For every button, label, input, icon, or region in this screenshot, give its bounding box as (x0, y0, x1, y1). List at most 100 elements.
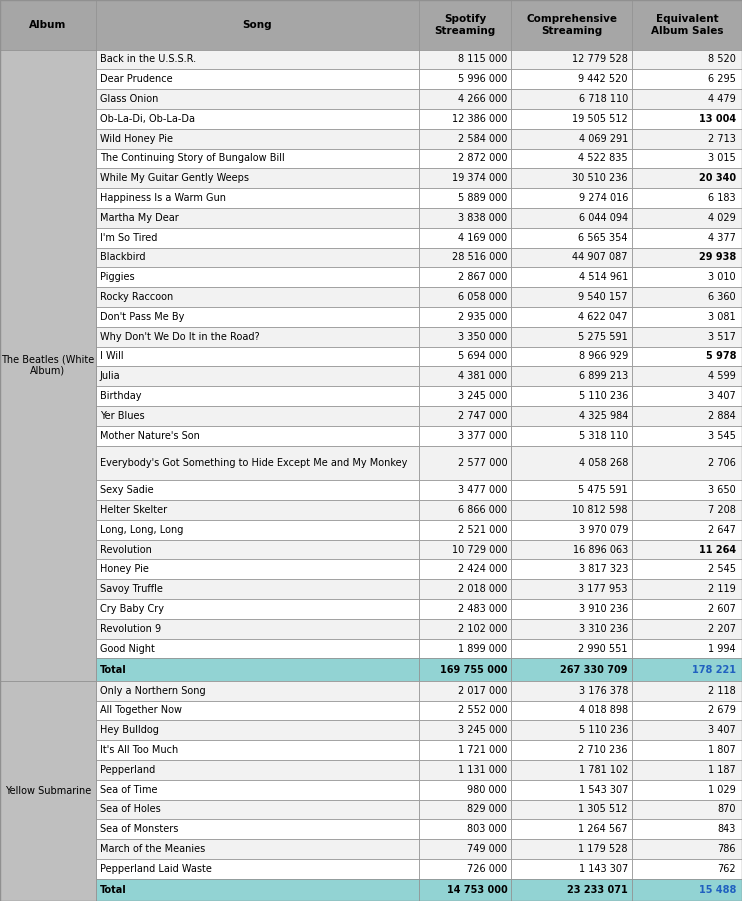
Text: Ob-La-Di, Ob-La-Da: Ob-La-Di, Ob-La-Da (99, 114, 194, 123)
Bar (419, 307, 511, 327)
Bar (96, 480, 419, 500)
Bar (632, 208, 742, 228)
Bar (96, 109, 419, 129)
Text: Don't Pass Me By: Don't Pass Me By (99, 312, 184, 322)
Bar (96, 248, 419, 268)
Text: 3 245 000: 3 245 000 (458, 725, 508, 735)
Text: 3 838 000: 3 838 000 (458, 213, 508, 223)
Text: 28 516 000: 28 516 000 (452, 252, 508, 262)
Text: 3 010: 3 010 (709, 272, 736, 282)
Text: Rocky Raccoon: Rocky Raccoon (99, 292, 173, 302)
Bar (632, 287, 742, 307)
Text: 3 407: 3 407 (709, 725, 736, 735)
Bar (419, 387, 511, 406)
Text: 2 018 000: 2 018 000 (458, 584, 508, 594)
Text: 12 386 000: 12 386 000 (452, 114, 508, 123)
Text: 5 110 236: 5 110 236 (579, 391, 628, 401)
Text: 2 647: 2 647 (708, 524, 736, 534)
Bar (511, 228, 632, 248)
Text: Wild Honey Pie: Wild Honey Pie (99, 133, 173, 143)
Bar (632, 560, 742, 579)
Text: 2 867 000: 2 867 000 (458, 272, 508, 282)
Bar (419, 268, 511, 287)
Text: 6 866 000: 6 866 000 (458, 505, 508, 514)
Bar (511, 639, 632, 659)
Text: Happiness Is a Warm Gun: Happiness Is a Warm Gun (99, 193, 226, 203)
Bar (419, 168, 511, 188)
Bar (511, 480, 632, 500)
Text: 10 812 598: 10 812 598 (572, 505, 628, 514)
Bar (632, 426, 742, 446)
Bar (96, 129, 419, 149)
Text: Sexy Sadie: Sexy Sadie (99, 485, 154, 496)
Bar (0, 149, 96, 168)
Bar (511, 540, 632, 560)
Text: 4 069 291: 4 069 291 (579, 133, 628, 143)
Bar (632, 700, 742, 720)
Text: 1 721 000: 1 721 000 (458, 745, 508, 755)
Text: 3 407: 3 407 (709, 391, 736, 401)
Text: 2 884: 2 884 (709, 411, 736, 421)
Bar (0, 839, 96, 859)
Bar (419, 69, 511, 89)
Text: Martha My Dear: Martha My Dear (99, 213, 179, 223)
Text: The Beatles (White
Album): The Beatles (White Album) (1, 354, 94, 376)
Bar (96, 446, 419, 480)
Bar (511, 129, 632, 149)
Bar (511, 406, 632, 426)
Bar (0, 680, 96, 700)
Text: 267 330 709: 267 330 709 (560, 665, 628, 675)
Text: 9 442 520: 9 442 520 (579, 74, 628, 84)
Text: 2 552 000: 2 552 000 (458, 705, 508, 715)
Bar (96, 520, 419, 540)
Bar (632, 69, 742, 89)
Text: 13 004: 13 004 (699, 114, 736, 123)
Text: 786: 786 (718, 844, 736, 854)
Text: 2 017 000: 2 017 000 (458, 686, 508, 696)
Bar (511, 760, 632, 779)
Text: Cry Baby Cry: Cry Baby Cry (99, 604, 164, 614)
Text: Equivalent
Album Sales: Equivalent Album Sales (651, 14, 723, 35)
Bar (511, 327, 632, 347)
Text: 4 018 898: 4 018 898 (579, 705, 628, 715)
Text: Album: Album (29, 20, 67, 30)
Bar (511, 599, 632, 619)
Text: Blackbird: Blackbird (99, 252, 145, 262)
Text: 7 208: 7 208 (708, 505, 736, 514)
Text: I Will: I Will (99, 351, 123, 361)
Text: Birthday: Birthday (99, 391, 141, 401)
Text: 5 318 110: 5 318 110 (579, 431, 628, 441)
Bar (0, 859, 96, 878)
Bar (632, 619, 742, 639)
Text: March of the Meanies: March of the Meanies (99, 844, 205, 854)
Bar (96, 760, 419, 779)
Text: Long, Long, Long: Long, Long, Long (99, 524, 183, 534)
Bar (96, 579, 419, 599)
Bar (419, 540, 511, 560)
Bar (96, 406, 419, 426)
Bar (0, 760, 96, 779)
Bar (419, 859, 511, 878)
Bar (96, 307, 419, 327)
Bar (419, 500, 511, 520)
Text: 3 517: 3 517 (708, 332, 736, 341)
Text: 3 817 323: 3 817 323 (579, 564, 628, 574)
Text: 14 753 000: 14 753 000 (447, 885, 508, 895)
Text: 3 177 953: 3 177 953 (579, 584, 628, 594)
Text: 4 266 000: 4 266 000 (458, 94, 508, 104)
Bar (0, 188, 96, 208)
Bar (0, 878, 96, 901)
Bar (632, 500, 742, 520)
Text: 19 505 512: 19 505 512 (572, 114, 628, 123)
Bar (96, 819, 419, 839)
Text: 5 275 591: 5 275 591 (578, 332, 628, 341)
Bar (419, 208, 511, 228)
Bar (0, 779, 96, 799)
Text: Song: Song (243, 20, 272, 30)
Bar (419, 248, 511, 268)
Bar (511, 446, 632, 480)
Bar (632, 109, 742, 129)
Text: Julia: Julia (99, 371, 120, 381)
Bar (0, 69, 96, 89)
Bar (511, 700, 632, 720)
